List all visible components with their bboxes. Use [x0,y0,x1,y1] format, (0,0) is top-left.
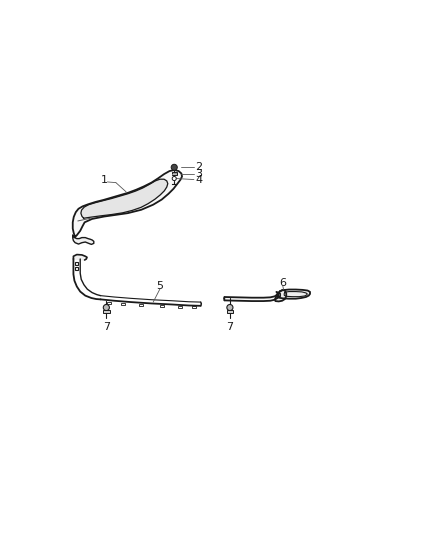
Polygon shape [224,292,279,301]
Text: 1: 1 [100,175,107,185]
Text: 3: 3 [196,169,203,179]
Bar [107,302,111,304]
Text: 6: 6 [279,278,286,288]
Text: 7: 7 [103,322,110,333]
Text: 4: 4 [196,174,203,184]
Bar [75,262,78,265]
Bar [277,293,280,296]
Polygon shape [74,255,87,260]
Polygon shape [277,289,310,298]
Circle shape [171,164,177,171]
FancyBboxPatch shape [226,310,233,313]
Bar [159,305,164,306]
Bar [139,304,143,306]
Bar [178,305,182,308]
Bar [120,303,125,305]
Text: 2: 2 [196,163,203,172]
Polygon shape [275,290,286,302]
Circle shape [103,304,110,311]
Bar [75,267,78,270]
Polygon shape [73,235,94,245]
Text: 5: 5 [156,281,163,291]
Circle shape [227,304,233,311]
Circle shape [172,176,176,181]
Text: 7: 7 [226,322,233,333]
Polygon shape [73,170,182,237]
FancyBboxPatch shape [103,310,110,313]
Bar [192,306,196,308]
FancyBboxPatch shape [172,172,177,175]
Polygon shape [81,179,168,218]
